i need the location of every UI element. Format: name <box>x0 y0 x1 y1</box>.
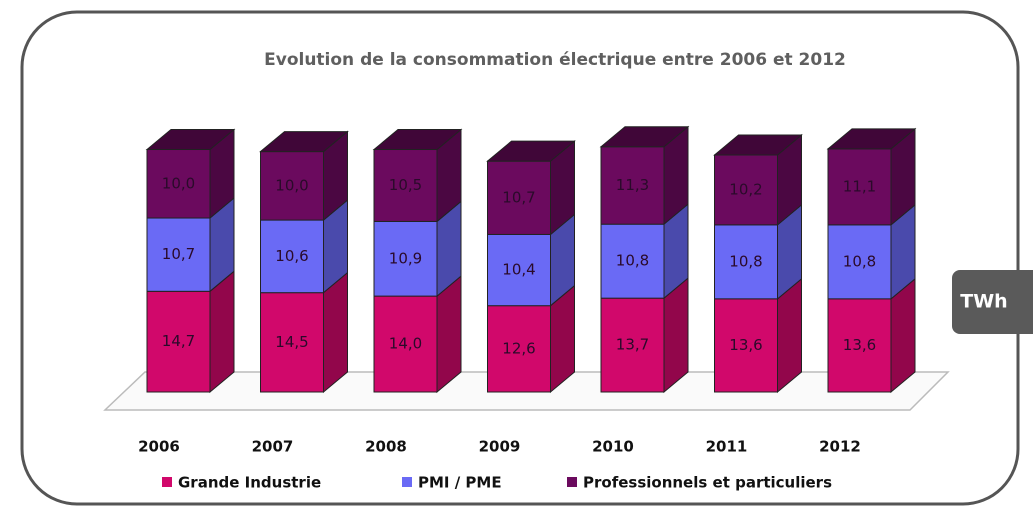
x-tick-label: 2012 <box>819 438 861 456</box>
legend-swatch <box>162 477 172 487</box>
data-label: 10,8 <box>616 252 649 270</box>
bar-top <box>372 129 463 151</box>
bar <box>260 151 324 221</box>
legend-label: Grande Industrie <box>178 474 321 492</box>
data-label: 10,4 <box>502 261 535 279</box>
data-label: 10,5 <box>389 176 422 194</box>
legend-label: Professionnels et particuliers <box>583 474 832 492</box>
data-label: 10,6 <box>275 247 308 265</box>
data-label: 10,0 <box>275 176 308 194</box>
bar-top <box>599 126 690 148</box>
data-label: 13,6 <box>729 336 762 354</box>
chart-title: Evolution de la consommation électrique … <box>264 50 846 70</box>
data-label: 10,7 <box>162 245 195 263</box>
legend-label: PMI / PME <box>418 474 502 492</box>
unit-label: TWh <box>960 291 1007 313</box>
bar-top <box>713 134 803 156</box>
x-tick-label: 2010 <box>592 438 634 456</box>
bar <box>487 233 551 307</box>
bar <box>260 219 324 294</box>
bar <box>260 292 324 393</box>
legend-swatch <box>567 477 577 487</box>
bar <box>373 295 438 393</box>
bar <box>714 298 778 393</box>
data-label: 10,7 <box>502 188 535 206</box>
data-label: 13,6 <box>843 336 876 354</box>
data-label: 14,7 <box>162 332 195 350</box>
bar-top <box>145 129 236 151</box>
bar <box>146 149 211 219</box>
data-label: 13,7 <box>616 336 649 354</box>
bar <box>146 217 211 292</box>
bar-top <box>259 131 349 153</box>
bar <box>373 220 438 297</box>
bar <box>827 298 892 393</box>
unit-box <box>952 270 1033 334</box>
legend-swatch <box>402 477 412 487</box>
bar-top <box>826 128 917 150</box>
bar <box>600 146 665 225</box>
x-tick-label: 2009 <box>479 438 521 456</box>
x-tick-label: 2008 <box>365 438 407 456</box>
data-label: 10,0 <box>162 174 195 192</box>
x-tick-label: 2007 <box>252 438 294 456</box>
data-label: 14,5 <box>275 333 308 351</box>
data-label: 10,2 <box>729 180 762 198</box>
bar-top <box>486 140 576 162</box>
bar <box>600 223 665 299</box>
x-tick-label: 2006 <box>138 438 180 456</box>
data-label: 10,8 <box>843 252 876 270</box>
bar-side <box>323 271 348 394</box>
data-label: 12,6 <box>502 339 535 357</box>
x-tick-label: 2011 <box>706 438 748 456</box>
data-label: 10,8 <box>729 252 762 270</box>
data-label: 14,0 <box>389 335 422 353</box>
data-label: 11,3 <box>616 176 649 194</box>
bar-side <box>209 270 235 394</box>
bar <box>487 305 551 393</box>
data-label: 11,1 <box>843 177 876 195</box>
bar <box>373 149 438 222</box>
data-label: 10,9 <box>389 249 422 267</box>
